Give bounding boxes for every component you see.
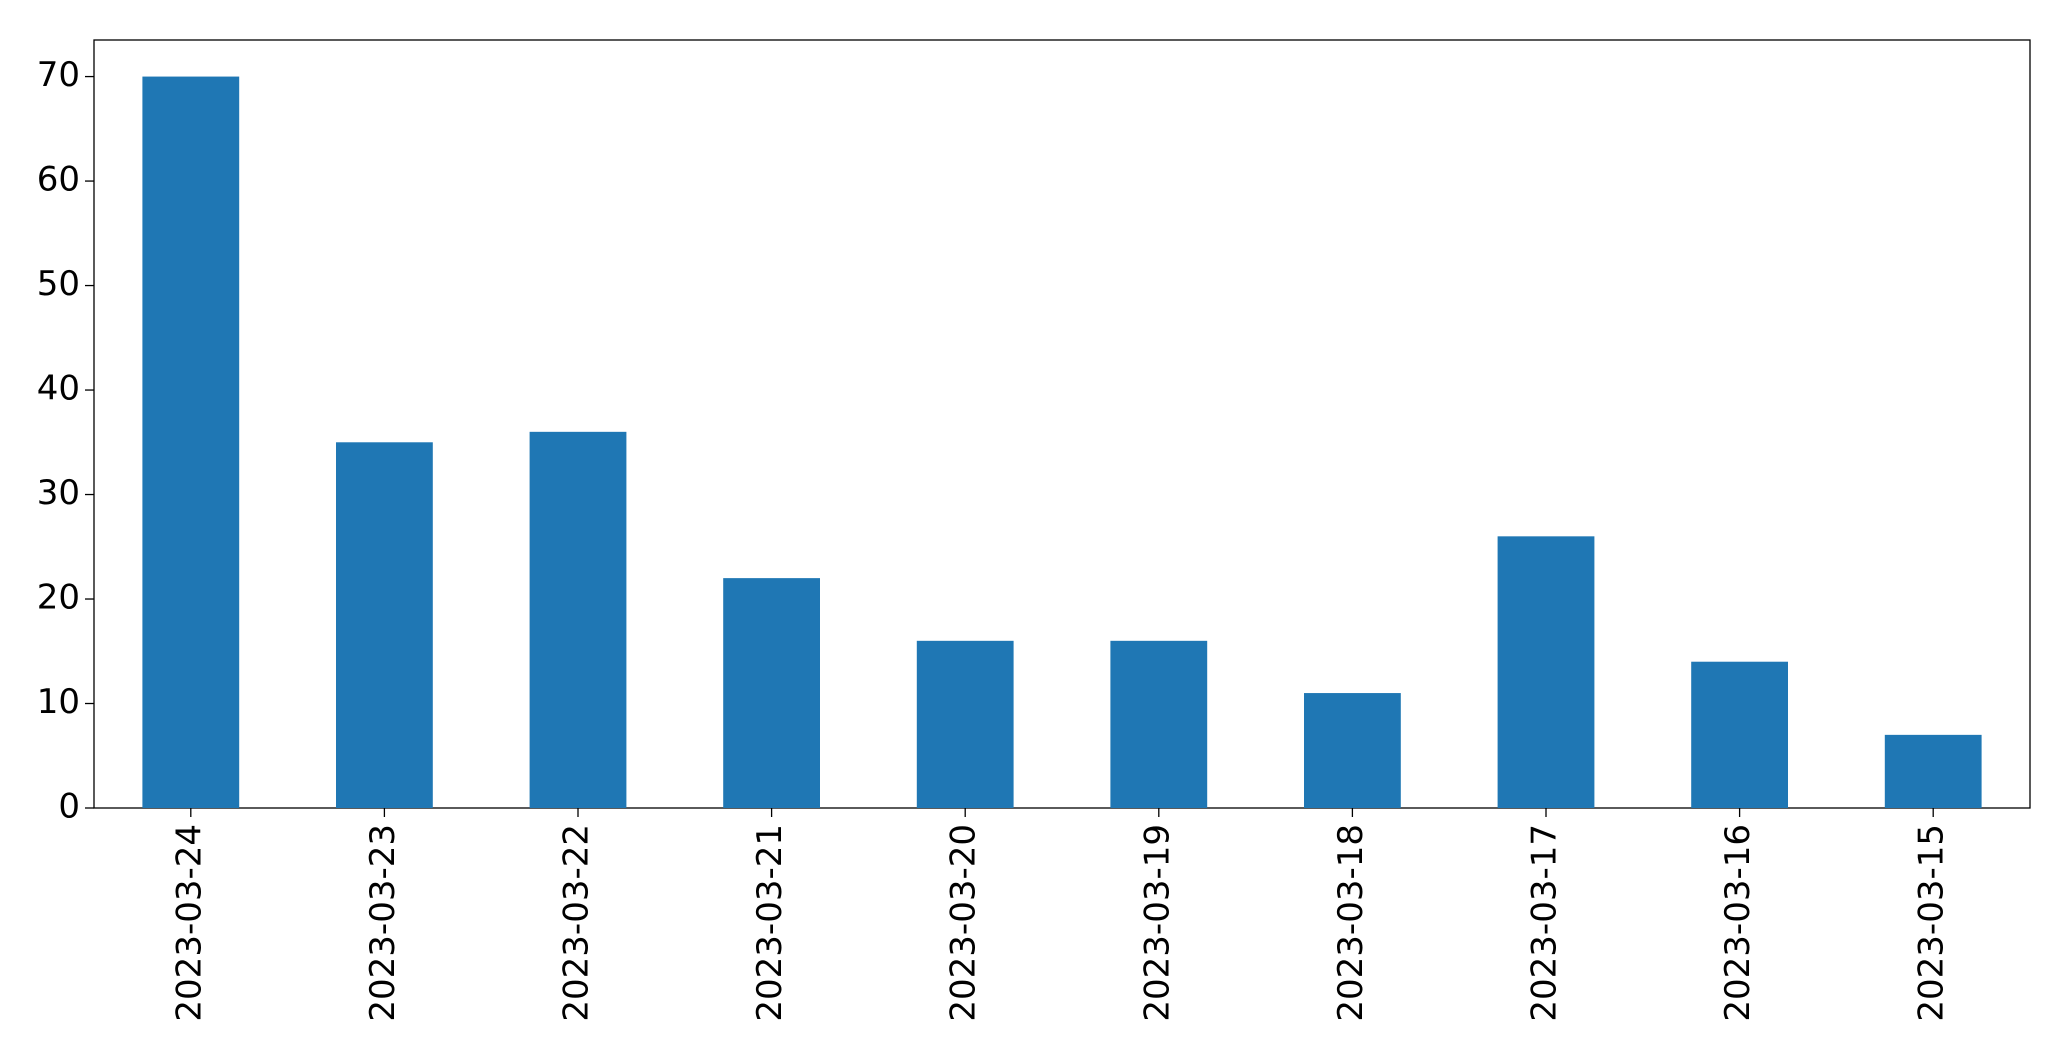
y-tick-label: 40 (37, 369, 80, 409)
bar (529, 431, 627, 808)
bar (1691, 661, 1788, 808)
x-tick-label: 2023-03-22 (557, 824, 597, 1022)
bar (142, 76, 240, 809)
x-tick-label: 2023-03-20 (944, 824, 984, 1022)
bar (1304, 693, 1401, 808)
bar (916, 640, 1014, 808)
x-tick-label: 2023-03-21 (750, 824, 790, 1022)
y-tick-label: 70 (37, 55, 80, 95)
bar (1497, 536, 1595, 808)
bar (723, 578, 820, 808)
bar (336, 442, 433, 808)
y-tick-label: 50 (37, 264, 80, 304)
bar (1110, 640, 1208, 808)
x-tick-label: 2023-03-15 (1912, 824, 1952, 1022)
y-tick-label: 60 (37, 160, 80, 200)
x-tick-label: 2023-03-18 (1331, 824, 1371, 1022)
x-tick-label: 2023-03-24 (169, 824, 209, 1022)
x-tick-label: 2023-03-19 (1137, 824, 1177, 1022)
y-tick-label: 10 (37, 682, 80, 722)
y-tick-label: 20 (37, 578, 80, 618)
bar (1884, 734, 1982, 808)
x-tick-label: 2023-03-17 (1525, 824, 1565, 1022)
y-tick-label: 0 (58, 787, 80, 827)
y-tick-label: 30 (37, 473, 80, 513)
x-tick-label: 2023-03-16 (1718, 824, 1758, 1022)
plot-frame (93, 39, 2031, 809)
x-tick-label: 2023-03-23 (363, 824, 403, 1022)
